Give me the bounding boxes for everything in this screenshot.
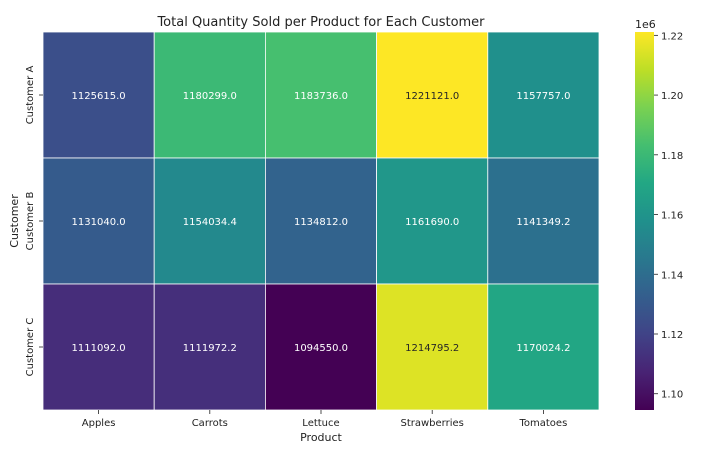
x-tick-label: Tomatoes: [518, 418, 567, 429]
colorbar: [635, 32, 654, 410]
colorbar-tick-label: 1.14: [661, 270, 683, 281]
heatmap-cell: [487, 31, 600, 159]
colorbar-tick-label: 1.22: [661, 31, 683, 42]
y-axis-label: Customer: [8, 194, 21, 248]
heatmap-cell: [376, 31, 489, 159]
colorbar-tick-label: 1.18: [661, 151, 683, 162]
x-tick-label: Apples: [82, 418, 116, 429]
x-axis-label: Product: [300, 431, 342, 444]
heatmap-cell: [487, 157, 600, 285]
heatmap-cell: [264, 31, 377, 159]
heatmap-cell: [153, 283, 266, 411]
cell-label: 1170024.2: [516, 343, 570, 354]
colorbar-tick-label: 1.20: [661, 91, 683, 102]
cell-label: 1214795.2: [405, 343, 459, 354]
colorbar-tick-label: 1.12: [661, 330, 683, 341]
heatmap-cell: [153, 157, 266, 285]
cell-label: 1161690.0: [405, 217, 459, 228]
cell-label: 1111972.2: [183, 343, 237, 354]
y-tick-label: Customer C: [25, 318, 36, 377]
cell-label: 1157757.0: [516, 91, 570, 102]
heatmap-cell: [264, 283, 377, 411]
cell-label: 1125615.0: [72, 91, 126, 102]
colorbar-tick-label: 1.10: [661, 390, 683, 401]
cell-label: 1154034.4: [183, 217, 237, 228]
x-tick-label: Carrots: [192, 418, 228, 429]
cell-label: 1183736.0: [294, 91, 348, 102]
cell-label: 1221121.0: [405, 91, 459, 102]
heatmap-cell: [264, 157, 377, 285]
heatmap-cell: [42, 31, 155, 159]
cell-label: 1180299.0: [183, 91, 237, 102]
heatmap-cell: [376, 283, 489, 411]
heatmap-cell: [487, 283, 600, 411]
cell-label: 1134812.0: [294, 217, 348, 228]
y-tick-label: Customer A: [25, 66, 36, 125]
colorbar-scale-label: 1e6: [635, 18, 656, 31]
cell-label: 1111092.0: [72, 343, 126, 354]
heatmap-cell: [42, 157, 155, 285]
cell-label: 1094550.0: [294, 343, 348, 354]
colorbar-tick-label: 1.16: [661, 211, 683, 222]
x-tick-label: Lettuce: [302, 418, 339, 429]
y-tick-label: Customer B: [25, 192, 36, 251]
heatmap-cell: [153, 31, 266, 159]
chart-title: Total Quantity Sold per Product for Each…: [156, 15, 485, 30]
cell-label: 1141349.2: [516, 217, 570, 228]
x-tick-label: Strawberries: [401, 418, 464, 429]
cell-label: 1131040.0: [72, 217, 126, 228]
